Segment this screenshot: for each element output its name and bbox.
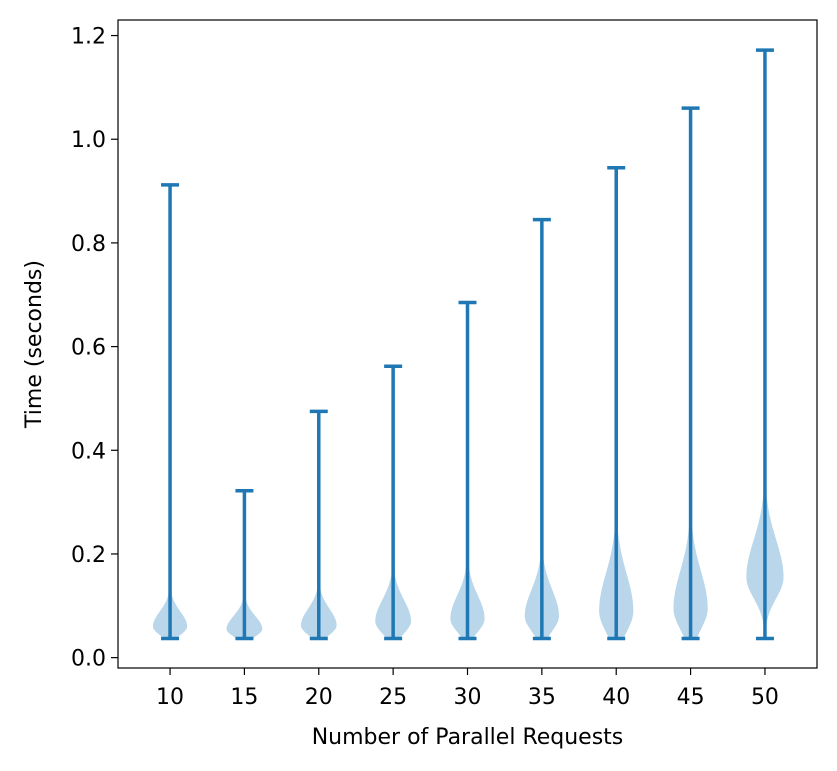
x-tick-label: 15 [230, 685, 258, 710]
x-tick-label: 25 [379, 685, 407, 710]
y-tick-label: 0.6 [71, 336, 106, 361]
x-tick-label: 20 [305, 685, 333, 710]
x-tick-label: 40 [602, 685, 630, 710]
x-tick-label: 50 [751, 685, 779, 710]
x-axis-ticks: 10 15 20 25 30 35 40 45 50 [156, 668, 779, 710]
y-axis-label: Time (seconds) [22, 260, 47, 429]
x-tick-label: 10 [156, 685, 184, 710]
y-tick-label: 0.2 [71, 543, 106, 568]
y-tick-label: 0.4 [71, 439, 106, 464]
y-tick-label: 1.2 [71, 25, 106, 50]
x-tick-label: 30 [454, 685, 482, 710]
y-tick-label: 0.0 [71, 647, 106, 672]
y-tick-label: 0.8 [71, 232, 106, 257]
x-axis-label: Number of Parallel Requests [312, 725, 624, 750]
x-tick-label: 45 [677, 685, 705, 710]
violin-extrema-lines [161, 48, 774, 641]
y-tick-label: 1.0 [71, 128, 106, 153]
y-axis-ticks: 0.0 0.2 0.4 0.6 0.8 1.0 1.2 [71, 25, 118, 672]
x-tick-label: 35 [528, 685, 556, 710]
